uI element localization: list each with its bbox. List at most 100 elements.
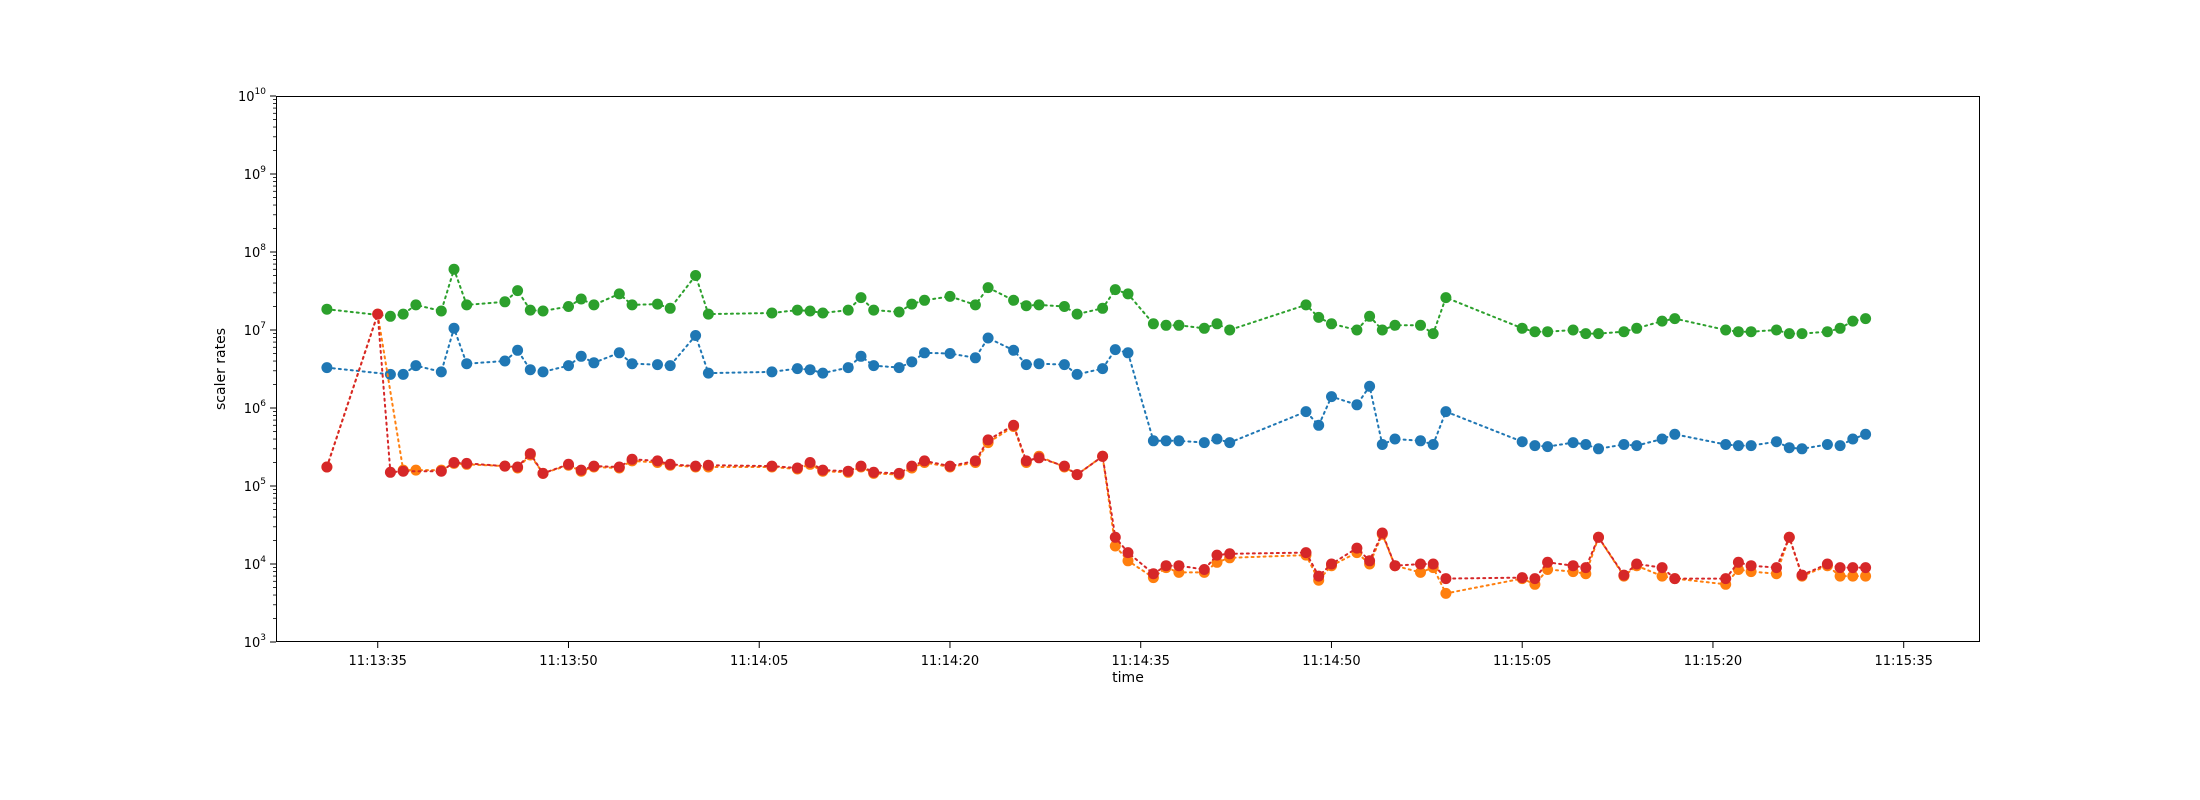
- data-point: [1783, 531, 1795, 543]
- data-point: [1593, 531, 1604, 543]
- data-point: [969, 352, 981, 364]
- y-tick-exponent: 6: [260, 399, 266, 409]
- data-point: [575, 350, 587, 362]
- data-point: [1147, 318, 1159, 330]
- x-tick-label: 11:15:20: [1684, 654, 1742, 669]
- y-tick-base: 10: [244, 246, 261, 261]
- series-layer: [321, 263, 1872, 599]
- data-point: [702, 459, 714, 471]
- data-point: [1580, 328, 1592, 340]
- data-point: [919, 347, 930, 359]
- data-point: [1326, 318, 1337, 330]
- data-point: [1516, 436, 1528, 448]
- data-point: [1669, 573, 1681, 585]
- data-point: [1224, 437, 1236, 449]
- data-point: [1860, 313, 1872, 325]
- data-point: [906, 460, 918, 472]
- data-point: [1669, 313, 1681, 325]
- data-point: [652, 298, 663, 310]
- data-point: [1376, 439, 1388, 450]
- data-point: [384, 466, 396, 478]
- data-point: [1109, 284, 1121, 296]
- data-point: [384, 368, 396, 380]
- data-point: [1567, 437, 1579, 449]
- series-3: [321, 308, 1872, 585]
- data-point: [1364, 380, 1376, 392]
- data-point: [588, 299, 600, 311]
- x-tick-label: 11:15:05: [1493, 654, 1551, 669]
- data-point: [969, 299, 981, 311]
- data-point: [512, 285, 524, 297]
- data-point: [1656, 570, 1668, 582]
- data-point: [1198, 437, 1210, 449]
- data-point: [1567, 560, 1579, 572]
- data-point: [1008, 419, 1020, 431]
- data-point: [1173, 319, 1185, 331]
- data-point: [652, 359, 663, 371]
- data-point: [944, 460, 956, 472]
- data-point: [1618, 439, 1630, 450]
- data-point: [1440, 406, 1452, 418]
- y-tick-exponent: 7: [260, 321, 266, 331]
- x-tick-label: 11:13:35: [349, 654, 407, 669]
- series-2: [321, 308, 1872, 599]
- data-point: [1542, 326, 1554, 338]
- y-tick-exponent: 10: [255, 87, 267, 97]
- plot-area-frame: [276, 96, 1980, 642]
- data-point: [1020, 359, 1032, 371]
- data-point: [817, 367, 829, 379]
- data-point: [588, 460, 600, 472]
- data-point: [1834, 322, 1846, 334]
- x-axis-label: time: [1112, 670, 1144, 686]
- data-point: [1160, 435, 1172, 447]
- data-point: [1847, 570, 1859, 582]
- data-point: [537, 366, 549, 378]
- data-point: [613, 461, 625, 473]
- y-tick-label: 108: [244, 243, 267, 261]
- data-point: [613, 347, 625, 359]
- data-point: [906, 356, 918, 368]
- x-tick-label: 11:14:50: [1302, 654, 1360, 669]
- data-point: [410, 360, 422, 372]
- data-point: [1122, 347, 1134, 359]
- data-point: [1097, 302, 1109, 314]
- data-point: [1122, 547, 1134, 559]
- data-point: [410, 464, 422, 476]
- data-point: [1033, 358, 1045, 370]
- data-point: [1033, 452, 1045, 464]
- data-point: [1376, 527, 1388, 539]
- data-point: [1580, 439, 1592, 450]
- data-point: [652, 455, 663, 467]
- data-point: [868, 304, 880, 316]
- data-point: [1097, 450, 1109, 462]
- data-point: [1720, 324, 1732, 336]
- data-point: [893, 467, 905, 479]
- x-tick-label: 11:15:35: [1875, 654, 1933, 669]
- data-point: [321, 303, 333, 315]
- data-point: [1198, 322, 1210, 334]
- data-point: [1033, 299, 1045, 311]
- data-point: [563, 360, 574, 372]
- y-tick-base: 10: [244, 324, 261, 339]
- data-point: [1669, 428, 1681, 440]
- data-point: [982, 332, 994, 344]
- y-tick-exponent: 9: [260, 165, 266, 175]
- data-point: [1364, 555, 1376, 567]
- data-point: [1529, 440, 1541, 452]
- data-point: [461, 299, 473, 311]
- data-point: [1376, 324, 1388, 336]
- data-point: [435, 305, 447, 317]
- data-point: [1351, 324, 1363, 336]
- data-point: [1058, 359, 1070, 371]
- data-point: [1567, 324, 1579, 336]
- data-point: [1364, 310, 1376, 322]
- data-point: [791, 462, 803, 474]
- data-point: [868, 466, 880, 478]
- data-point: [435, 366, 447, 378]
- data-point: [1211, 549, 1223, 561]
- data-point: [690, 330, 702, 341]
- data-point: [1147, 435, 1159, 447]
- data-point: [1542, 441, 1554, 453]
